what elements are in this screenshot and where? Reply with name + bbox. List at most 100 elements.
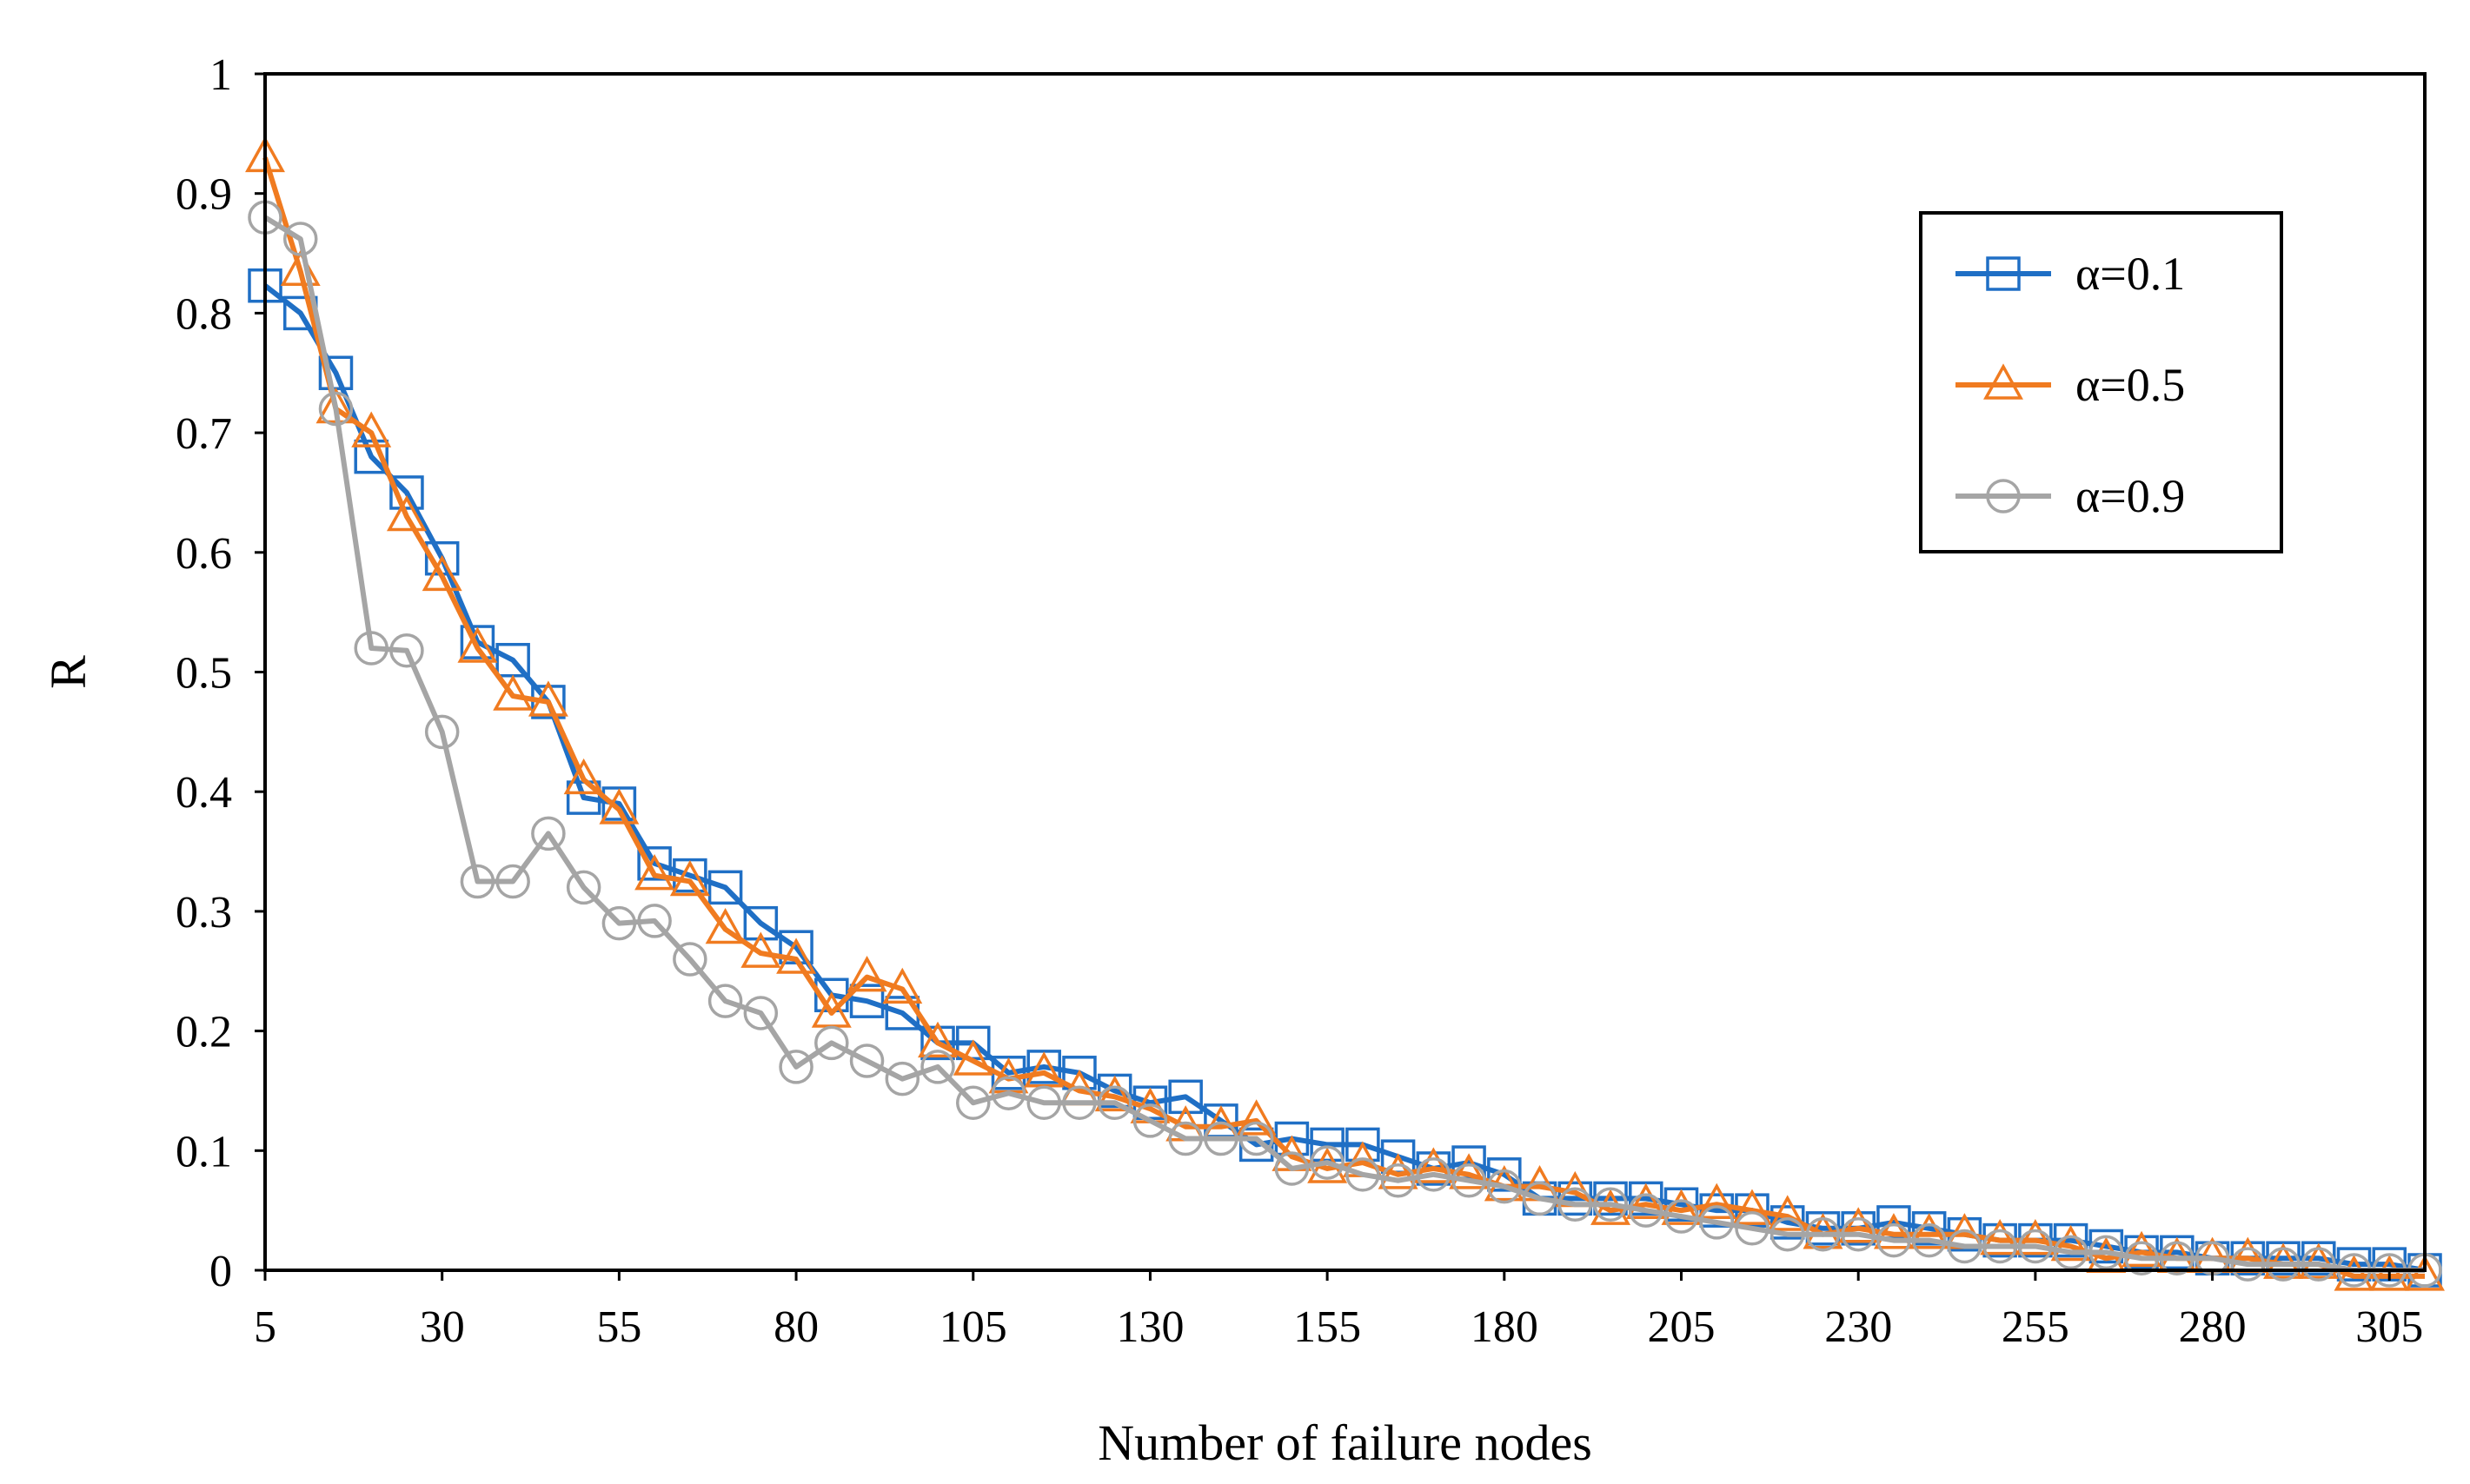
data-point-3 xyxy=(1911,1222,1947,1258)
legend: α=0.1 α=0.5 α=0.9 xyxy=(1919,211,2283,553)
data-point-3 xyxy=(2088,1235,2124,1270)
data-point-3 xyxy=(1345,1157,1380,1192)
data-point-1 xyxy=(849,984,885,1018)
y-tick-label: 0.9 xyxy=(176,170,232,220)
x-tick-label: 80 xyxy=(774,1302,819,1352)
data-point-3 xyxy=(1947,1229,1982,1264)
data-point-1 xyxy=(389,475,424,510)
data-point-3 xyxy=(814,1025,849,1061)
data-point-3 xyxy=(2301,1247,2336,1282)
data-point-3 xyxy=(1204,1121,1238,1156)
legend-marker-3 xyxy=(1986,479,2021,513)
legend-label-3: α=0.9 xyxy=(2075,470,2185,522)
data-point-2 xyxy=(493,674,534,711)
data-point-3 xyxy=(1238,1121,1274,1156)
data-point-3 xyxy=(1380,1163,1416,1198)
series-line-2 xyxy=(262,156,2425,1279)
data-point-2 xyxy=(2121,1230,2162,1268)
data-point-2 xyxy=(599,788,640,825)
data-point-3 xyxy=(531,816,566,851)
data-point-3 xyxy=(1557,1187,1593,1222)
data-point-2 xyxy=(528,680,568,717)
data-point-1 xyxy=(673,858,707,893)
data-point-2 xyxy=(776,937,817,974)
data-point-2 xyxy=(1661,1189,1702,1225)
series-line-3 xyxy=(263,215,2425,1273)
data-point-3 xyxy=(1663,1199,1699,1234)
data-point-3 xyxy=(707,984,743,1018)
x-axis-title: Number of failure nodes xyxy=(1098,1414,1592,1471)
data-point-1 xyxy=(1629,1181,1663,1216)
data-point-1 xyxy=(1487,1157,1522,1192)
data-point-2 xyxy=(1732,1189,1772,1225)
data-point-2 xyxy=(2050,1224,2091,1262)
legend-label-2: α=0.5 xyxy=(2075,359,2185,411)
data-point-3 xyxy=(1416,1157,1451,1192)
x-axis-ticks: 5 30 55 80 105 130 155 180 205 230 255 280 305 xyxy=(254,1270,2423,1352)
y-tick-label: 0.2 xyxy=(176,1008,232,1057)
data-point-3 xyxy=(1310,1145,1345,1180)
data-point-3 xyxy=(920,1050,955,1084)
y-tick-label: 0 xyxy=(209,1247,232,1296)
x-tick-label: 55 xyxy=(596,1302,641,1352)
data-point-3 xyxy=(460,864,495,899)
data-point-2 xyxy=(2015,1218,2055,1255)
data-point-3 xyxy=(1097,1085,1132,1120)
data-point-3 xyxy=(1876,1222,1911,1258)
y-tick-label: 0.1 xyxy=(176,1127,232,1176)
data-point-3 xyxy=(743,996,779,1030)
data-point-3 xyxy=(2266,1247,2301,1282)
data-point-3 xyxy=(1735,1211,1770,1246)
data-point-2 xyxy=(386,494,427,532)
data-point-2 xyxy=(1413,1147,1454,1183)
data-point-2 xyxy=(953,1039,993,1076)
data-point-3 xyxy=(2160,1241,2194,1275)
x-tick-label: 130 xyxy=(1116,1302,1184,1352)
data-point-2 xyxy=(1909,1213,1949,1249)
data-point-2 xyxy=(740,931,781,968)
data-point-3 xyxy=(956,1085,991,1120)
data-point-1 xyxy=(707,870,743,905)
y-tick-label: 0.8 xyxy=(176,289,232,339)
data-point-3 xyxy=(2124,1241,2159,1275)
data-point-1 xyxy=(1026,1050,1061,1084)
data-point-3 xyxy=(1168,1121,1203,1156)
data-point-3 xyxy=(779,1050,813,1084)
data-point-3 xyxy=(601,905,637,941)
data-point-2 xyxy=(1980,1218,2021,1255)
data-point-3 xyxy=(1699,1205,1734,1240)
data-point-3 xyxy=(1593,1187,1628,1222)
data-point-2 xyxy=(634,853,675,891)
data-point-2 xyxy=(847,956,887,992)
y-tick-label: 0.6 xyxy=(176,529,232,579)
data-point-3 xyxy=(424,714,460,750)
data-point-3 xyxy=(1026,1085,1061,1120)
data-point-2 xyxy=(1236,1099,1277,1136)
data-point-2 xyxy=(1696,1183,1737,1220)
x-tick-label: 5 xyxy=(254,1302,276,1352)
data-point-3 xyxy=(673,942,707,977)
data-point-3 xyxy=(1805,1216,1841,1252)
y-tick-label: 1 xyxy=(209,50,232,100)
data-point-3 xyxy=(2018,1229,2053,1264)
y-axis-ticks: 0 0.1 0.2 0.3 0.4 0.5 0.6 0.7 0.8 0.9 1 xyxy=(176,50,265,1296)
data-point-1 xyxy=(601,786,637,821)
data-point-2 xyxy=(1625,1183,1666,1220)
data-point-3 xyxy=(849,1043,885,1078)
data-point-3 xyxy=(1062,1085,1097,1120)
data-point-2 xyxy=(351,411,392,447)
data-point-3 xyxy=(1274,1151,1310,1186)
data-point-3 xyxy=(2230,1247,2266,1282)
data-point-3 xyxy=(991,1076,1026,1110)
x-tick-label: 255 xyxy=(2002,1302,2069,1352)
data-point-3 xyxy=(1770,1216,1805,1252)
data-point-2 xyxy=(2405,1255,2445,1291)
legend-marker-2 xyxy=(1983,363,2023,400)
data-point-1 xyxy=(743,905,779,941)
data-point-3 xyxy=(1629,1193,1663,1228)
series-layer xyxy=(245,136,2445,1291)
data-point-3 xyxy=(1487,1169,1522,1204)
data-point-1 xyxy=(1168,1079,1203,1115)
data-point-2 xyxy=(1873,1213,1914,1249)
data-point-3 xyxy=(389,633,424,668)
